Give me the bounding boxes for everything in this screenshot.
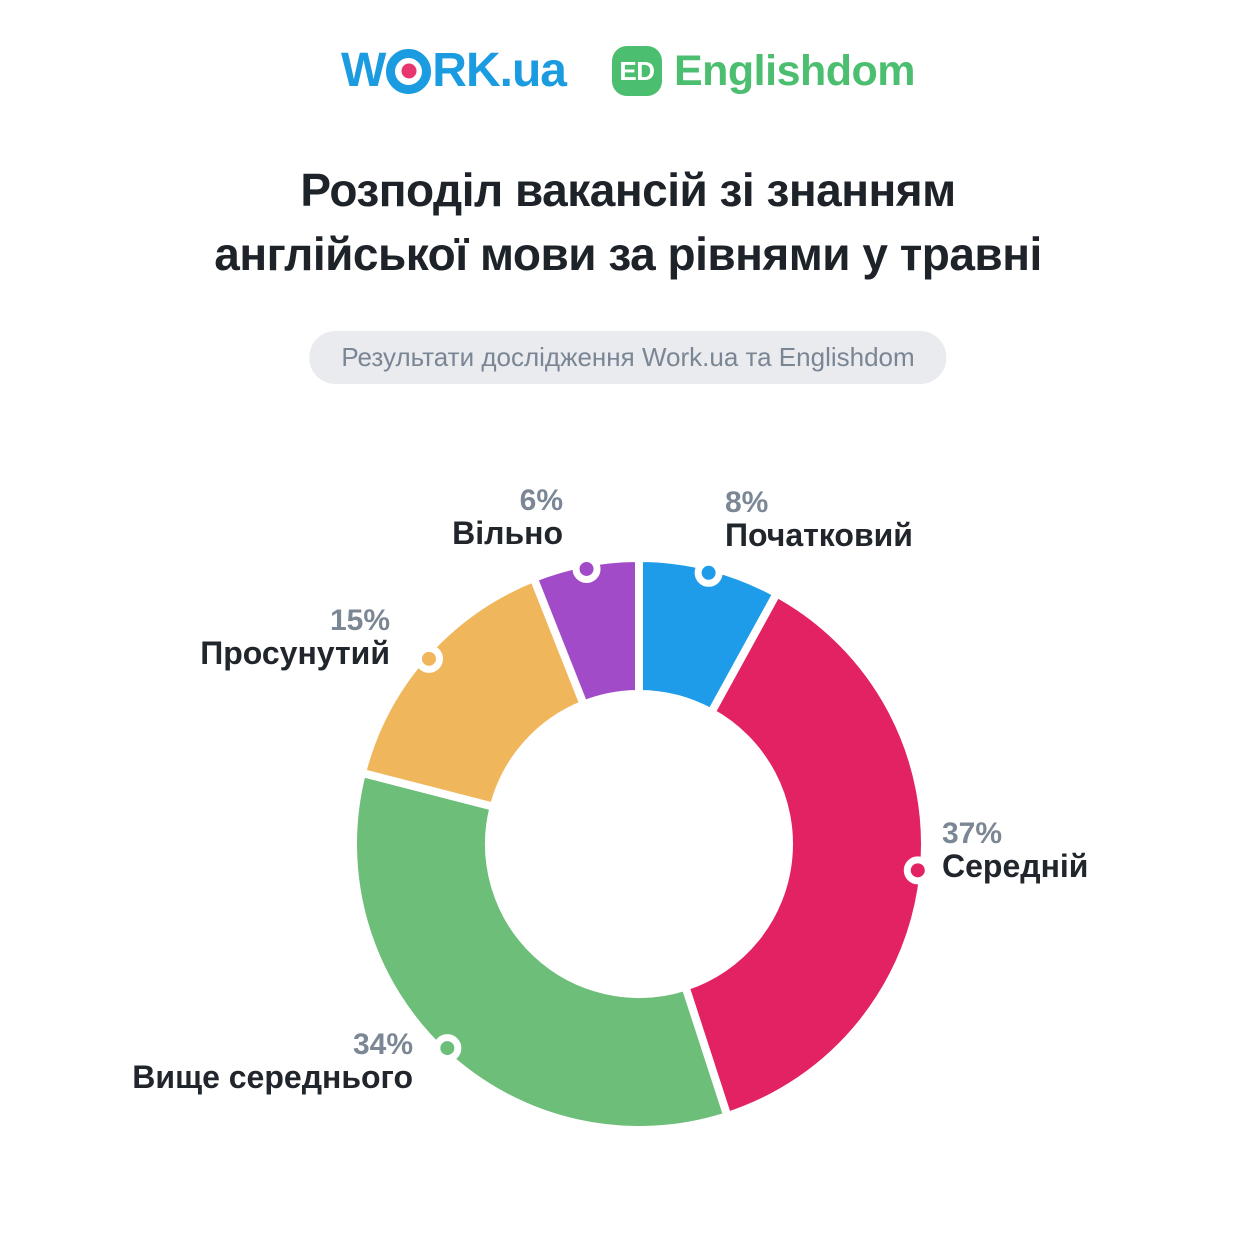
callout-vyshche-serednoho: 34% Вище середнього	[132, 1028, 413, 1094]
logos-row: W RK.ua ED Englishdom	[0, 46, 1256, 96]
callout-pochatkovyi: 8% Початковий	[725, 486, 913, 552]
callout-vyshche-serednoho-percent: 34%	[352, 1028, 413, 1061]
callout-pochatkovyi-label: Початковий	[725, 517, 913, 553]
donut-chart	[349, 553, 932, 1134]
donut-segment-marker-dot-2	[433, 1034, 462, 1063]
donut-segment-marker-dot-1	[903, 856, 932, 885]
callout-prosunutyi-percent: 15%	[329, 604, 390, 637]
englishdom-logo-text: Englishdom	[673, 46, 916, 95]
donut-segment-marker-dot-0	[694, 558, 723, 587]
donut-segment-1	[680, 587, 929, 1122]
page-title-line-1: Розподіл вакансій зі знанням	[300, 164, 956, 216]
donut-segment-4	[528, 553, 643, 710]
callout-pochatkovyi-percent: 8%	[725, 486, 769, 519]
work-ua-logo: W RK.ua	[340, 44, 567, 97]
callout-vilno-label: Вільно	[452, 515, 563, 551]
donut-segment-marker-dot-3	[414, 644, 443, 673]
englishdom-logo: ED Englishdom	[611, 46, 916, 96]
page-title: Розподіл вакансій зі знанням англійської…	[0, 158, 1256, 286]
callout-vilno-percent: 6%	[519, 484, 563, 517]
callout-prosunutyi-label: Просунутий	[200, 635, 390, 671]
callout-serednii-percent: 37%	[942, 817, 1003, 850]
subtitle-pill: Результати дослідження Work.ua та Englis…	[309, 331, 947, 384]
englishdom-badge-icon: ED	[611, 46, 662, 96]
callout-prosunutyi: 15% Просунутий	[200, 604, 390, 670]
work-ua-logo-text-post: RK.ua	[432, 44, 567, 97]
donut-segment-3	[357, 572, 589, 812]
work-ua-target-dot-icon	[401, 63, 417, 79]
callout-serednii: 37% Середній	[942, 817, 1088, 883]
work-ua-logo-text-pre: W	[340, 44, 386, 97]
callout-vyshche-serednoho-label: Вище середнього	[132, 1059, 413, 1095]
callout-serednii-label: Середній	[942, 848, 1089, 884]
work-ua-target-icon	[386, 48, 432, 94]
callout-vilno: 6% Вільно	[452, 484, 563, 550]
page-title-line-2: англійської мови за рівнями у травні	[214, 228, 1042, 280]
donut-segment-marker-dot-4	[572, 554, 601, 583]
